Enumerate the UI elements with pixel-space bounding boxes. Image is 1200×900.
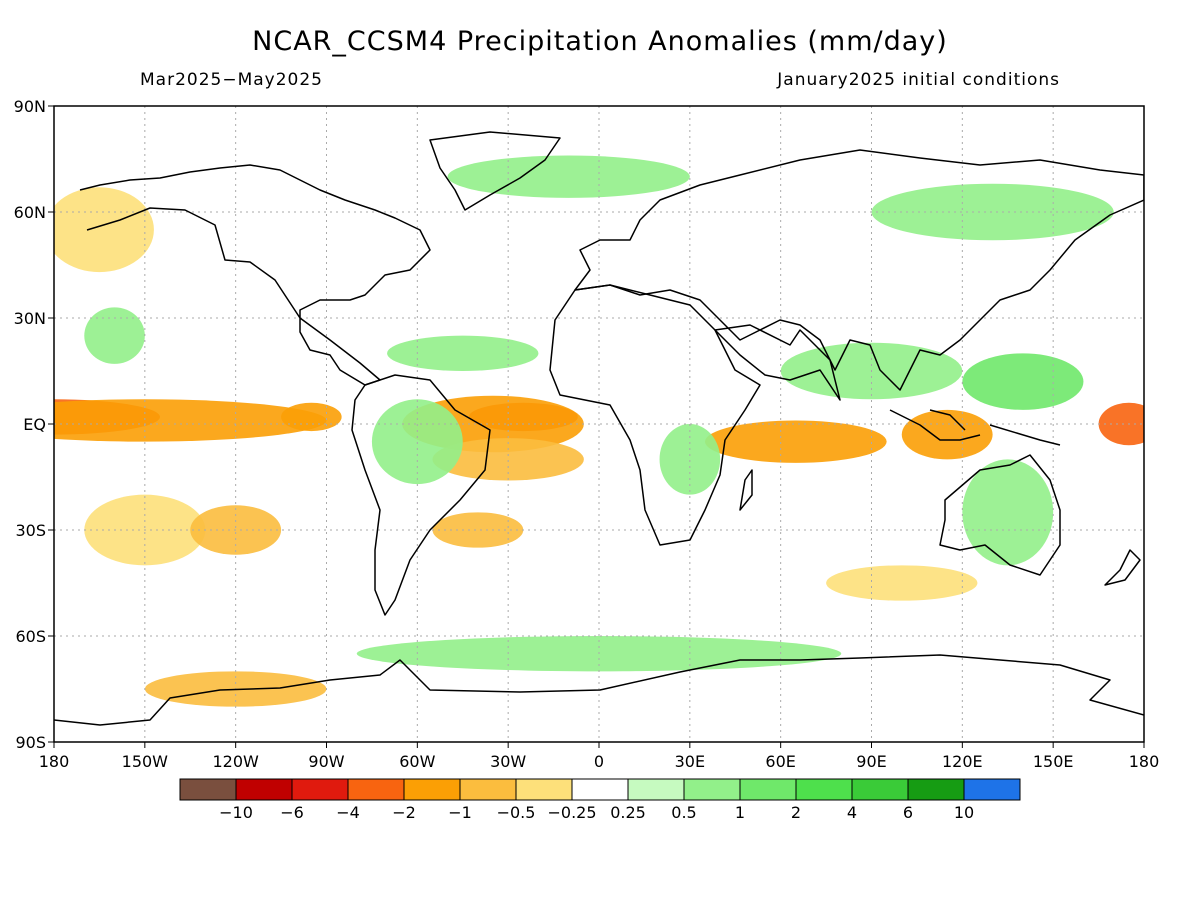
lon-label: 180 [39, 752, 70, 771]
anomaly-region-18 [962, 459, 1054, 566]
colorbar-swatch [179, 778, 237, 801]
anomaly-region-9 [54, 187, 154, 273]
anomaly-region-5 [432, 438, 584, 481]
graticule [54, 106, 1144, 742]
lon-label: 30W [490, 752, 526, 771]
anomaly-region-8 [1098, 402, 1144, 446]
lat-label: EQ [23, 415, 46, 434]
lat-label: 30N [14, 309, 46, 328]
lon-label: 180 [1129, 752, 1160, 771]
lon-label: 0 [594, 752, 604, 771]
lat-label: 60S [15, 627, 46, 646]
colorbar-swatch [963, 778, 1021, 801]
lon-label: 150E [1033, 752, 1074, 771]
colorbar-label: 10 [954, 803, 974, 822]
colorbar-label: −1 [448, 803, 472, 822]
coastlines [54, 131, 1144, 726]
colorbar-label: 1 [735, 803, 745, 822]
colorbar-label: −0.25 [547, 803, 596, 822]
colorbar-swatch [739, 778, 797, 801]
coast-greenland [429, 131, 561, 211]
colorbar-label: 2 [791, 803, 801, 822]
anomaly-region-7 [901, 409, 993, 460]
anomaly-region-2 [281, 402, 342, 432]
anomaly-field [54, 155, 1144, 707]
coast-arabia-india [714, 324, 841, 401]
coast-new-zealand [1104, 549, 1141, 586]
coast-antarctica [54, 654, 1144, 726]
anomaly-region-1 [54, 399, 327, 442]
colorbar-label: −10 [219, 803, 253, 822]
colorbar-label: 0.5 [671, 803, 696, 822]
forecast-period: Mar2025−May2025 [140, 70, 323, 90]
anomaly-region-15 [84, 307, 145, 364]
coast-north-america [79, 164, 431, 386]
colorbar-swatch [571, 778, 629, 801]
anomaly-region-19 [371, 399, 463, 485]
lat-label: 60N [14, 203, 46, 222]
colorbar: −10 −6 −4 −2 −1 −0.5 −0.25 0.25 0.5 1 2 4 6 10 [179, 778, 1021, 822]
colorbar-label: −2 [392, 803, 416, 822]
colorbar-label: −4 [336, 803, 360, 822]
colorbar-label: 0.25 [610, 803, 646, 822]
colorbar-swatch [515, 778, 573, 801]
chart-title: NCAR_CCSM4 Precipitation Anomalies (mm/d… [252, 26, 948, 57]
colorbar-swatch [683, 778, 741, 801]
anomaly-region-12 [432, 512, 524, 548]
colorbar-swatch [907, 778, 965, 801]
initial-conditions: January2025 initial conditions [777, 70, 1060, 90]
lat-label: 90S [15, 733, 46, 752]
lon-label: 90W [308, 752, 344, 771]
colorbar-swatch [291, 778, 349, 801]
coast-australia [939, 454, 1061, 576]
colorbar-label: −6 [280, 803, 304, 822]
colorbar-label: 4 [847, 803, 857, 822]
colorbar-swatch [403, 778, 461, 801]
coast-south-america [351, 374, 491, 616]
lon-label: 120E [942, 752, 983, 771]
lon-label: 120W [212, 752, 259, 771]
anomaly-region-17 [962, 353, 1084, 410]
colorbar-swatch [347, 778, 405, 801]
anomaly-region-6 [704, 420, 887, 463]
anomaly-region-23 [447, 155, 690, 198]
lon-label: 30E [675, 752, 705, 771]
colorbar-label: −0.5 [497, 803, 536, 822]
anomaly-region-21 [659, 424, 721, 495]
anomaly-region-13 [826, 565, 978, 601]
lon-label: 60W [399, 752, 435, 771]
colorbar-label: 6 [903, 803, 913, 822]
coast-africa [549, 284, 761, 546]
lat-label: 90N [14, 97, 46, 116]
lon-label: 60E [765, 752, 795, 771]
anomaly-region-20 [387, 335, 539, 372]
colorbar-swatch [795, 778, 853, 801]
colorbar-swatch [627, 778, 685, 801]
coast-indonesia [889, 409, 1061, 446]
colorbar-swatch [235, 778, 293, 801]
lon-label: 90E [856, 752, 886, 771]
coast-madagascar [739, 469, 753, 511]
lat-label: 30S [15, 521, 46, 540]
colorbar-swatch [459, 778, 517, 801]
colorbar-swatch [851, 778, 909, 801]
lon-label: 150W [122, 752, 169, 771]
